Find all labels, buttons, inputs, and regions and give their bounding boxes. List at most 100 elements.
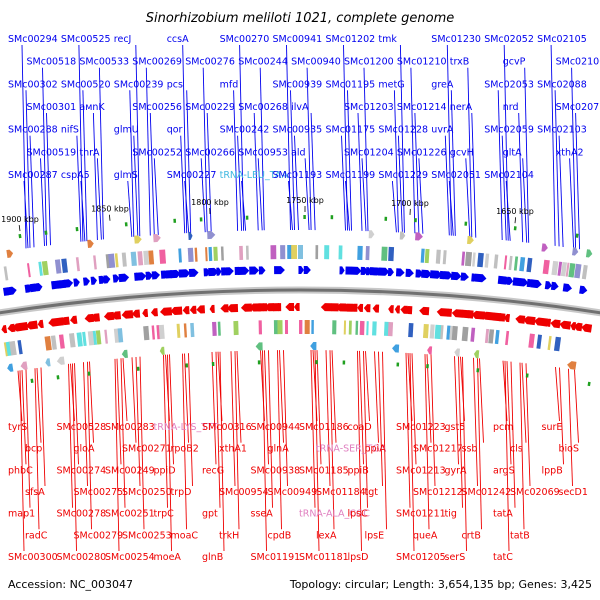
feature-label: SMc01184	[316, 487, 366, 498]
feature-label: SMc00244	[238, 57, 288, 68]
cog-color-band	[315, 245, 319, 260]
rna-marker	[30, 378, 34, 383]
forward-gene-arrow	[82, 277, 90, 286]
feature-label: SMc01210	[397, 57, 447, 68]
scale-tick-label: 1900 kbp	[1, 215, 39, 224]
cog-color-band	[503, 255, 508, 270]
forward-gene-arrow	[474, 273, 487, 283]
feature-label: mfd	[220, 79, 239, 90]
scale-tick-label: 1800 kbp	[191, 198, 229, 207]
leader-line	[219, 351, 225, 552]
outer-feature-arrow	[310, 342, 317, 351]
feature-label: SMc00939	[273, 79, 323, 90]
cog-color-band	[304, 319, 310, 335]
cog-color-band	[332, 320, 337, 335]
leader-line	[288, 180, 293, 231]
forward-gene-arrow	[274, 266, 285, 275]
feature-label: SMc00254	[105, 552, 155, 563]
feature-tracks	[0, 214, 600, 387]
rna-marker	[342, 360, 346, 365]
reverse-gene-arrow	[60, 316, 70, 326]
cog-color-band	[194, 247, 198, 262]
cog-color-band	[484, 253, 490, 268]
feature-label: SMc01186	[299, 422, 349, 433]
rna-marker	[173, 218, 177, 223]
cog-color-band	[159, 249, 167, 264]
cog-color-band	[343, 320, 347, 335]
cog-color-band	[446, 325, 451, 340]
cog-color-band	[494, 329, 500, 345]
leader-line	[477, 358, 482, 530]
leader-line	[180, 135, 186, 234]
feature-label: SMc00276	[185, 57, 235, 68]
cog-color-band	[220, 246, 224, 261]
reverse-gene-arrow	[545, 318, 552, 327]
leader-line	[149, 112, 155, 236]
leader-line	[510, 361, 516, 508]
leader-line	[215, 351, 221, 508]
leader-line	[46, 112, 51, 246]
leader-line	[135, 356, 141, 487]
leader-line	[200, 158, 206, 233]
outer-feature-arrow	[6, 249, 14, 259]
forward-gene-arrow	[63, 279, 74, 288]
feature-label: SMc00249	[105, 465, 155, 476]
feature-label: thrA	[79, 147, 100, 158]
reverse-gene-arrow	[523, 316, 536, 326]
feature-label: bcp	[25, 444, 42, 455]
cog-color-band	[451, 325, 458, 341]
outer-feature-arrow	[159, 346, 165, 355]
leader-line	[331, 350, 337, 443]
rna-marker	[124, 222, 128, 227]
forward-gene-arrow	[450, 271, 462, 281]
feature-label: SMc00528	[57, 422, 107, 433]
leader-line	[87, 361, 92, 530]
leader-line	[131, 357, 137, 443]
cog-color-band	[464, 251, 473, 267]
feature-label: secD1	[559, 487, 588, 498]
leader-line	[397, 135, 403, 233]
cog-color-band	[3, 342, 9, 357]
leader-line	[504, 360, 510, 552]
feature-label: tmk	[378, 34, 397, 45]
leader-line	[72, 363, 77, 552]
leader-line	[21, 370, 27, 465]
feature-label: tRNA-LYS_TTT	[154, 422, 219, 433]
rna-marker	[464, 221, 468, 226]
feature-label: SMc01195	[326, 79, 376, 90]
feature-label: SMc01203	[344, 102, 394, 113]
feature-label: tatB	[510, 530, 530, 541]
feature-label: SMc00269	[132, 57, 182, 68]
cog-color-band	[187, 247, 194, 263]
cog-color-band	[108, 253, 116, 269]
cog-color-band	[299, 319, 303, 335]
cog-color-band	[75, 257, 80, 272]
leader-line	[82, 90, 88, 242]
cog-color-band	[470, 327, 476, 342]
leader-line	[329, 350, 335, 530]
feature-label: SMc00940	[291, 57, 341, 68]
feature-label: argS	[493, 465, 515, 476]
leader-line	[345, 180, 350, 231]
forward-gene-arrow	[258, 266, 266, 275]
forward-gene-arrow	[351, 266, 362, 275]
leader-line	[234, 351, 240, 530]
feature-label: lpsE	[365, 530, 385, 541]
feature-label: SMc00287	[8, 170, 58, 181]
cog-color-band	[565, 262, 570, 277]
cog-color-band	[560, 261, 568, 277]
feature-label: SMc01185	[299, 465, 349, 476]
forward-gene-arrow	[544, 281, 552, 290]
feature-label: sfsA	[25, 487, 45, 498]
rna-marker	[75, 226, 79, 232]
cog-color-band	[239, 245, 244, 260]
feature-label: SMc00954	[219, 487, 269, 498]
feature-label: ppiB	[348, 465, 369, 476]
forward-gene-arrow	[73, 278, 80, 287]
outer-feature-arrow	[541, 243, 548, 252]
forward-gene-arrow	[339, 266, 345, 275]
cog-color-band	[311, 319, 314, 335]
forward-gene-arrow	[443, 271, 453, 280]
rna-marker	[136, 366, 140, 371]
